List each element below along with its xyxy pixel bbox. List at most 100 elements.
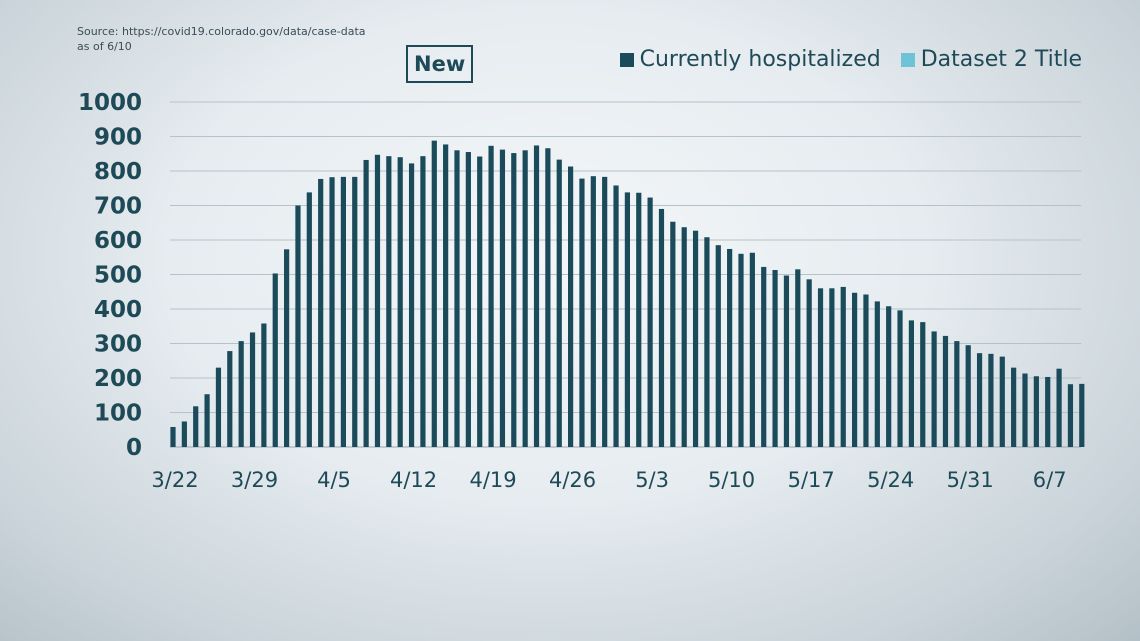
bar — [329, 177, 335, 447]
bar — [670, 221, 676, 447]
x-tick-label: 5/10 — [708, 468, 755, 492]
bar — [965, 345, 971, 447]
x-tick-label: 4/19 — [470, 468, 517, 492]
bar — [284, 249, 290, 447]
bar — [727, 248, 733, 447]
bar — [942, 335, 949, 447]
bar — [874, 301, 880, 447]
bar — [1056, 368, 1062, 447]
source-url-text: Source: https://covid19.colorado.gov/dat… — [77, 25, 366, 38]
bar — [295, 205, 301, 447]
bars-currently-hospitalized — [170, 140, 1085, 448]
bar — [181, 421, 187, 447]
source-note: Source: https://covid19.colorado.gov/dat… — [77, 24, 366, 54]
new-badge: New — [406, 45, 474, 83]
bar — [852, 292, 858, 447]
bar — [920, 322, 926, 447]
legend-label-dataset-2: Dataset 2 Title — [920, 47, 1082, 72]
bar — [783, 275, 790, 447]
bar — [999, 356, 1005, 447]
bar — [568, 166, 574, 447]
bar — [238, 341, 244, 447]
y-tick-label: 200 — [94, 366, 142, 392]
bar — [443, 144, 449, 447]
bar — [647, 197, 653, 447]
bar — [374, 154, 381, 448]
bar — [692, 230, 699, 447]
bar — [352, 176, 358, 447]
bar — [772, 270, 778, 447]
bar — [477, 156, 483, 447]
bar — [908, 320, 914, 447]
x-tick-label: 5/3 — [635, 468, 669, 492]
bar — [658, 208, 665, 447]
bar — [227, 351, 233, 447]
bar — [704, 237, 710, 447]
x-tick-label: 3/29 — [231, 468, 278, 492]
y-tick-label: 500 — [94, 263, 142, 289]
legend-item-currently-hospitalized: Currently hospitalized — [619, 47, 881, 72]
y-tick-label: 400 — [94, 297, 142, 323]
bar — [454, 150, 460, 448]
bar — [397, 157, 403, 447]
bar — [499, 149, 506, 448]
bar — [840, 286, 846, 447]
y-tick-label: 600 — [94, 228, 142, 254]
x-tick-label: 4/5 — [317, 468, 351, 492]
as-of-date-text: as of 6/10 — [77, 40, 132, 53]
bar — [1033, 376, 1039, 447]
bar — [817, 288, 824, 447]
legend-item-dataset-2: Dataset 2 Title — [900, 47, 1082, 72]
bar — [408, 163, 415, 447]
y-tick-label: 0 — [126, 435, 142, 461]
y-tick-label: 100 — [94, 401, 142, 427]
bar — [431, 140, 437, 447]
bar — [1045, 376, 1051, 447]
bar — [1079, 383, 1085, 447]
bar — [215, 367, 222, 447]
x-tick-label: 5/24 — [867, 468, 914, 492]
bar — [363, 159, 369, 447]
x-tick-label: 4/12 — [390, 468, 437, 492]
bar — [636, 192, 642, 447]
bar — [170, 426, 176, 447]
bar — [806, 279, 812, 447]
legend-swatch-currently-hospitalized — [619, 52, 634, 67]
bar — [613, 185, 619, 448]
bar — [545, 148, 551, 448]
bar — [897, 310, 903, 447]
bar — [465, 152, 471, 447]
bar — [193, 406, 199, 447]
bar — [340, 176, 346, 447]
bar — [579, 178, 585, 447]
y-tick-label: 900 — [94, 125, 142, 151]
y-tick-label: 700 — [94, 194, 142, 220]
bar — [318, 178, 324, 447]
bar — [272, 273, 278, 447]
bar — [988, 353, 994, 447]
bar — [204, 394, 210, 447]
bar — [590, 176, 596, 447]
bar — [761, 266, 767, 447]
bar — [749, 252, 755, 447]
bar — [954, 341, 960, 447]
bar — [261, 323, 267, 447]
y-tick-label: 1000 — [78, 90, 142, 116]
bar — [1011, 367, 1017, 447]
bar — [863, 294, 869, 447]
legend-swatch-dataset-2 — [900, 52, 915, 67]
bar — [602, 176, 608, 447]
bar — [306, 192, 312, 447]
x-tick-label: 3/22 — [151, 468, 198, 492]
bar — [1022, 373, 1028, 447]
bar — [511, 153, 517, 447]
bar — [795, 269, 801, 447]
bar — [681, 227, 687, 447]
bar — [1067, 384, 1074, 447]
legend-label-currently-hospitalized: Currently hospitalized — [639, 47, 881, 72]
bar — [522, 150, 528, 448]
x-tick-label: 5/17 — [788, 468, 835, 492]
y-tick-label: 300 — [94, 332, 142, 358]
x-axis-ticks: 3/22 3/29 4/5 4/12 4/19 4/26 5/3 5/10 5/17 5/24 5/… — [151, 468, 1066, 492]
